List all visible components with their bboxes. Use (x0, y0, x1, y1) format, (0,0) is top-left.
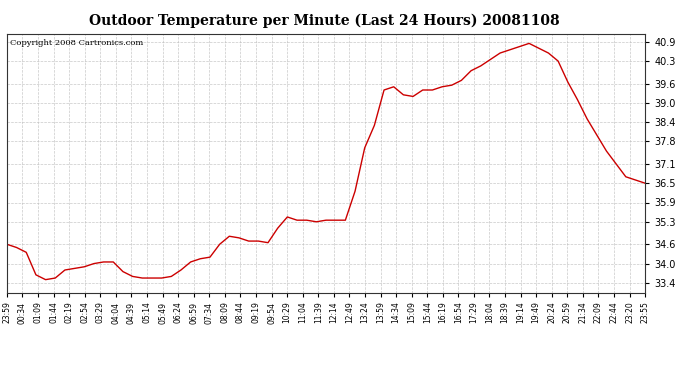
Text: Outdoor Temperature per Minute (Last 24 Hours) 20081108: Outdoor Temperature per Minute (Last 24 … (89, 13, 560, 27)
Text: Copyright 2008 Cartronics.com: Copyright 2008 Cartronics.com (10, 39, 144, 47)
